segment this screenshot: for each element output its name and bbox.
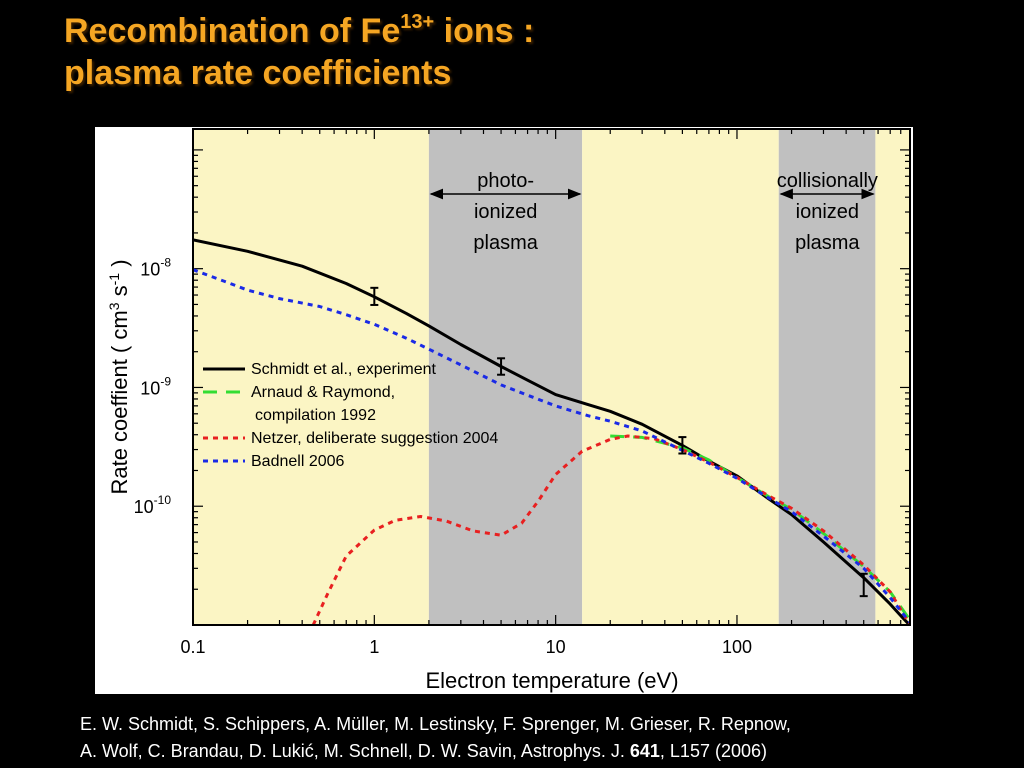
legend-entry-3: Badnell 2006: [203, 453, 345, 470]
band-1: [428, 129, 583, 625]
legend-label-line2: compilation 1992: [255, 407, 376, 424]
y-tick-exponent: -8: [160, 256, 171, 270]
y-tick-base: 10: [140, 260, 160, 280]
x-tick-label-3: 100: [722, 637, 752, 657]
band-2: [582, 129, 779, 625]
y-tick-label-2: 10-10: [134, 493, 172, 517]
error-bar-2: [678, 436, 687, 455]
error-bars: [370, 286, 868, 598]
plot-frame: [192, 128, 911, 626]
x-axis-label: Electron temperature (eV): [425, 668, 678, 693]
error-bar-1: [497, 357, 506, 376]
title-line2: plasma rate coefficients: [64, 54, 452, 92]
band-annotation-0: photo-ionized plasma: [429, 170, 582, 254]
error-bar-3: [859, 572, 868, 598]
band-0: [193, 129, 429, 625]
legend: Schmidt et al., experiment Arnaud & Raymo…: [203, 361, 498, 470]
y-tick-exponent: -10: [154, 493, 172, 507]
band-3: [778, 129, 876, 625]
chart-panel: 0.1 1 10 100 10-8 10-9 10-10 photo-ionized plas…: [95, 127, 913, 694]
annotation-line-1: ionized: [796, 201, 859, 223]
error-bar-0: [370, 286, 379, 306]
citation-volume: 641: [629, 741, 660, 761]
annotation-line-2: plasma: [473, 232, 538, 254]
y-tick-exponent: -9: [160, 374, 171, 388]
title-superscript: 13+: [400, 11, 435, 33]
y-tick-label-1: 10-9: [140, 374, 171, 398]
legend-entry-2: Netzer, deliberate suggestion 2004: [203, 430, 498, 447]
band-annotations: photo-ionizedplasmacollisionallyionizedp…: [429, 170, 878, 254]
slide-title: Recombination of Fe13+ ions : plasma rat…: [64, 10, 534, 94]
x-tick-label-0: 0.1: [180, 637, 205, 657]
band-4: [875, 129, 910, 625]
series-line-2: [311, 434, 910, 625]
x-tick-label-1: 1: [369, 637, 379, 657]
legend-label: Schmidt et al., experiment: [251, 361, 437, 378]
series-line-0: [193, 238, 910, 625]
band-annotation-1: collisionally ionized plasma: [777, 170, 878, 254]
legend-label: Badnell 2006: [251, 453, 345, 470]
legend-label: Netzer, deliberate suggestion 2004: [251, 430, 498, 447]
legend-entry-0: Schmidt et al., experiment: [203, 361, 437, 378]
annotation-line-0: collisionally: [777, 170, 878, 192]
annotation-line-2: plasma: [795, 232, 860, 254]
series-line-3: [193, 268, 910, 624]
y-tick-base: 10: [134, 497, 154, 517]
title-line1: Recombination of Fe13+ ions :: [64, 11, 535, 50]
y-tick-label-0: 10-8: [140, 256, 171, 280]
legend-entry-1: Arnaud & Raymond, compilation 1992: [203, 384, 395, 424]
y-tick-base: 10: [140, 378, 160, 398]
annotation-line-0: photo-: [477, 170, 534, 192]
annotation-line-1: ionized: [474, 201, 537, 223]
x-tick-label-2: 10: [546, 637, 566, 657]
temperature-bands: [193, 129, 910, 625]
citation: E. W. Schmidt, S. Schippers, A. Müller, …: [80, 711, 791, 765]
citation-line1: E. W. Schmidt, S. Schippers, A. Müller, …: [80, 714, 791, 734]
data-series: [193, 238, 910, 625]
legend-label: Arnaud & Raymond,: [251, 384, 395, 401]
plot-border: [192, 128, 911, 626]
y-axis-label: Rate coeffient ( cm3 s-1 ): [106, 259, 132, 494]
citation-line2: A. Wolf, C. Brandau, D. Lukić, M. Schnel…: [80, 741, 767, 761]
